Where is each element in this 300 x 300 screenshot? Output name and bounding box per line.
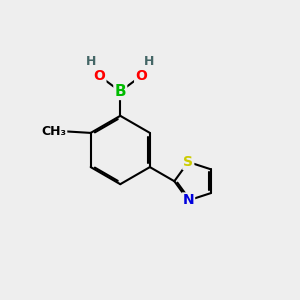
Text: S: S (183, 155, 193, 169)
Text: O: O (94, 69, 105, 83)
Text: B: B (115, 84, 126, 99)
Text: O: O (135, 69, 147, 83)
Text: H: H (86, 55, 96, 68)
Text: CH₃: CH₃ (41, 125, 66, 138)
Text: N: N (182, 194, 194, 207)
Text: H: H (144, 55, 154, 68)
